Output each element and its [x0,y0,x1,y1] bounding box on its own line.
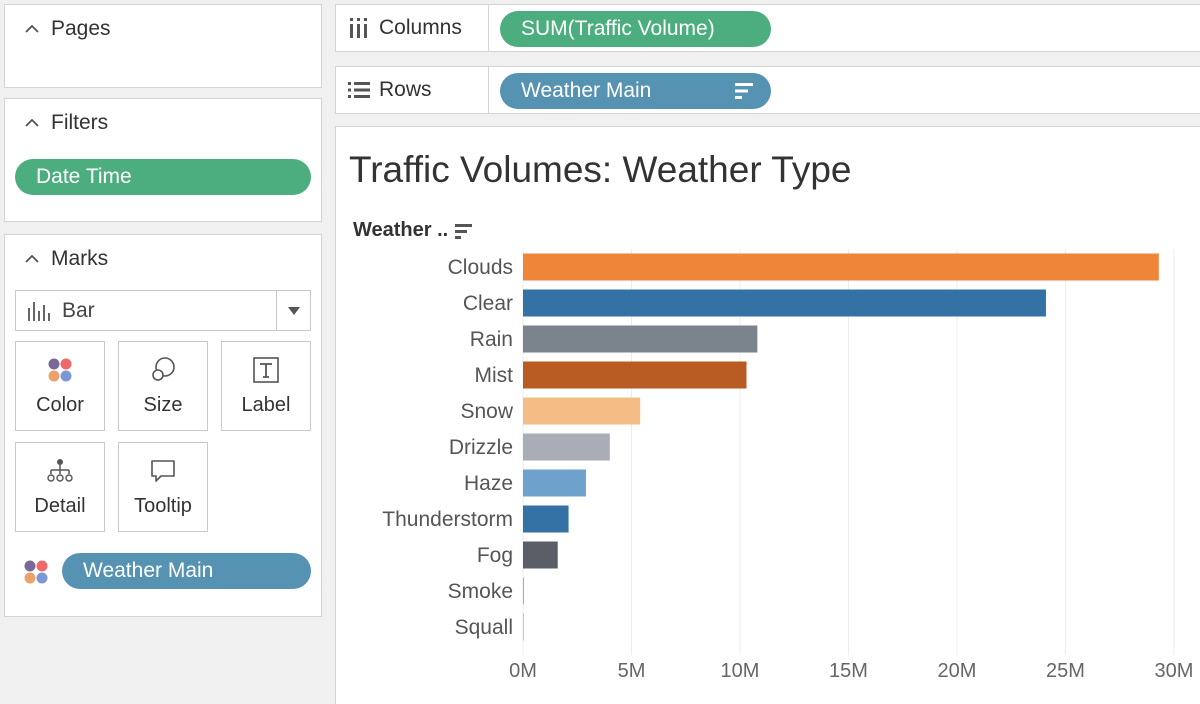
bar [523,505,569,533]
columns-icon [350,18,367,38]
tooltip-button[interactable]: Tooltip [118,442,208,532]
size-icon [152,357,175,381]
bar [523,541,558,569]
bar [523,361,747,389]
bar [523,397,641,425]
x-tick-label: 20M [938,660,977,682]
bar-chart-icon [28,301,50,321]
rows-shelf-label: Rows [348,67,432,113]
bar [523,577,524,605]
pages-header[interactable]: Pages [23,17,111,41]
speech-bubble-icon [151,460,175,482]
collapse-caret-icon[interactable] [23,250,41,268]
bar [523,613,524,641]
marks-card: Marks Bar Color Size Label [4,234,322,617]
category-label: Haze [464,472,513,495]
rows-shelf: Rows Weather Main [335,66,1200,114]
mark-type-label: Bar [62,298,95,322]
category-label: Mist [475,364,514,387]
label-button-label: Label [241,394,291,416]
columns-label: Columns [379,16,462,39]
color-dots-icon [24,560,48,584]
sort-descending-icon[interactable] [735,82,755,100]
rows-pill[interactable]: Weather Main [500,73,771,109]
size-button-label: Size [143,394,183,416]
x-tick-label: 15M [829,660,868,682]
marks-title: Marks [51,247,109,270]
filters-card: Filters Date Time [4,98,322,222]
shelf-divider [488,67,489,113]
pages-card: Pages [4,4,322,88]
rows-icon [348,82,370,98]
mark-type-select[interactable]: Bar [15,290,311,331]
pages-title: Pages [51,17,111,40]
x-tick-label: 25M [1046,660,1085,682]
viz-title: Traffic Volumes: Weather Type [349,149,852,190]
size-button[interactable]: Size [118,341,208,431]
row-header[interactable]: Weather .. [353,219,473,242]
rows-pill-label: Weather Main [521,79,652,102]
category-label: Fog [477,544,513,567]
text-label-icon [253,357,279,383]
color-field-pill[interactable]: Weather Main [62,553,311,589]
category-label: Drizzle [449,436,513,459]
detail-button-label: Detail [34,495,86,517]
color-button[interactable]: Color [15,341,105,431]
x-tick-label: 10M [721,660,760,682]
filter-pill-date-time[interactable]: Date Time [15,159,311,195]
category-label: Clouds [448,256,513,279]
marks-header[interactable]: Marks [23,247,108,271]
category-label: Clear [463,292,513,315]
detail-hierarchy-icon [47,459,73,482]
bar [523,253,1159,281]
bar [523,433,610,461]
bar [523,325,758,353]
bar [523,469,586,497]
dropdown-arrow-icon[interactable] [276,291,310,330]
sort-descending-icon[interactable] [455,223,473,239]
x-tick-label: 5M [618,660,646,682]
x-tick-label: 0M [509,660,537,682]
columns-pill[interactable]: SUM(Traffic Volume) [500,11,771,47]
color-button-label: Color [36,394,84,416]
tooltip-button-label: Tooltip [134,495,192,517]
category-label: Snow [460,400,513,423]
detail-button[interactable]: Detail [15,442,105,532]
bar-chart: 0M 5M 10M 15M 20M 25M 30M Clouds Clear Rain Mist Sn… [382,249,1194,682]
rows-label: Rows [379,78,432,101]
category-label: Squall [455,616,513,639]
collapse-caret-icon[interactable] [23,20,41,38]
category-label: Smoke [448,580,513,603]
bar [523,289,1046,317]
shelf-divider [488,5,489,51]
filters-header[interactable]: Filters [23,111,108,135]
collapse-caret-icon[interactable] [23,114,41,132]
columns-shelf: Columns SUM(Traffic Volume) [335,4,1200,52]
row-header-label: Weather .. [353,219,449,241]
category-label: Rain [470,328,513,351]
x-tick-label: 30M [1155,660,1194,682]
color-dots-icon [48,358,72,382]
viz-area: Traffic Volumes: Weather Type Weather ..… [335,126,1200,704]
filters-title: Filters [51,111,109,134]
category-label: Thunderstorm [382,508,513,531]
columns-shelf-label: Columns [348,5,462,51]
label-button[interactable]: Label [221,341,311,431]
